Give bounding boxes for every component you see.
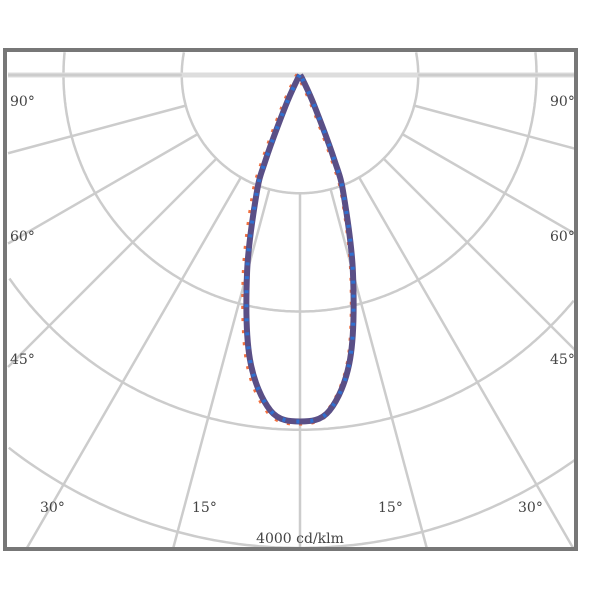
- grid-spoke-45: [382, 157, 576, 351]
- grid-ring-4: [300, 459, 576, 550]
- grid-ring-2: [62, 52, 300, 313]
- label-bottom-15-right: 15°: [378, 500, 403, 516]
- grid-spoke--30: [25, 176, 242, 549]
- grid-spoke--60: [7, 133, 199, 245]
- grid-spoke-75: [413, 104, 576, 150]
- label-right-60: 60°: [550, 229, 575, 245]
- grid-spoke-60: [401, 133, 576, 235]
- grid-spoke-30: [358, 176, 575, 549]
- grid-ring-3: [8, 277, 301, 432]
- grid-spoke-15: [329, 188, 428, 549]
- grid-ring-2: [300, 52, 538, 313]
- label-left-90: 90°: [10, 94, 35, 110]
- series-overlap-line: [243, 73, 357, 425]
- polar-grid: [7, 52, 576, 550]
- grid-spoke--15: [172, 188, 271, 549]
- grid-ring-1: [299, 52, 420, 195]
- frame-border: [3, 48, 578, 551]
- label-bottom-30-right: 30°: [518, 500, 543, 516]
- grid-ring-4: [8, 446, 300, 550]
- grid-spoke--75: [7, 104, 187, 155]
- label-right-90: 90°: [550, 94, 575, 110]
- intensity-curves: [241, 73, 357, 426]
- label-bottom-15-left: 15°: [192, 500, 217, 516]
- grid-spoke--45: [7, 157, 218, 368]
- label-bottom-30-left: 30°: [40, 500, 65, 516]
- grid-ring-1: [180, 52, 301, 195]
- grid-ring-3: [299, 299, 575, 432]
- scale-label: 4000 cd/klm: [256, 531, 344, 547]
- label-left-45: 45°: [10, 352, 35, 368]
- label-left-60: 60°: [10, 229, 35, 245]
- label-right-45: 45°: [550, 352, 575, 368]
